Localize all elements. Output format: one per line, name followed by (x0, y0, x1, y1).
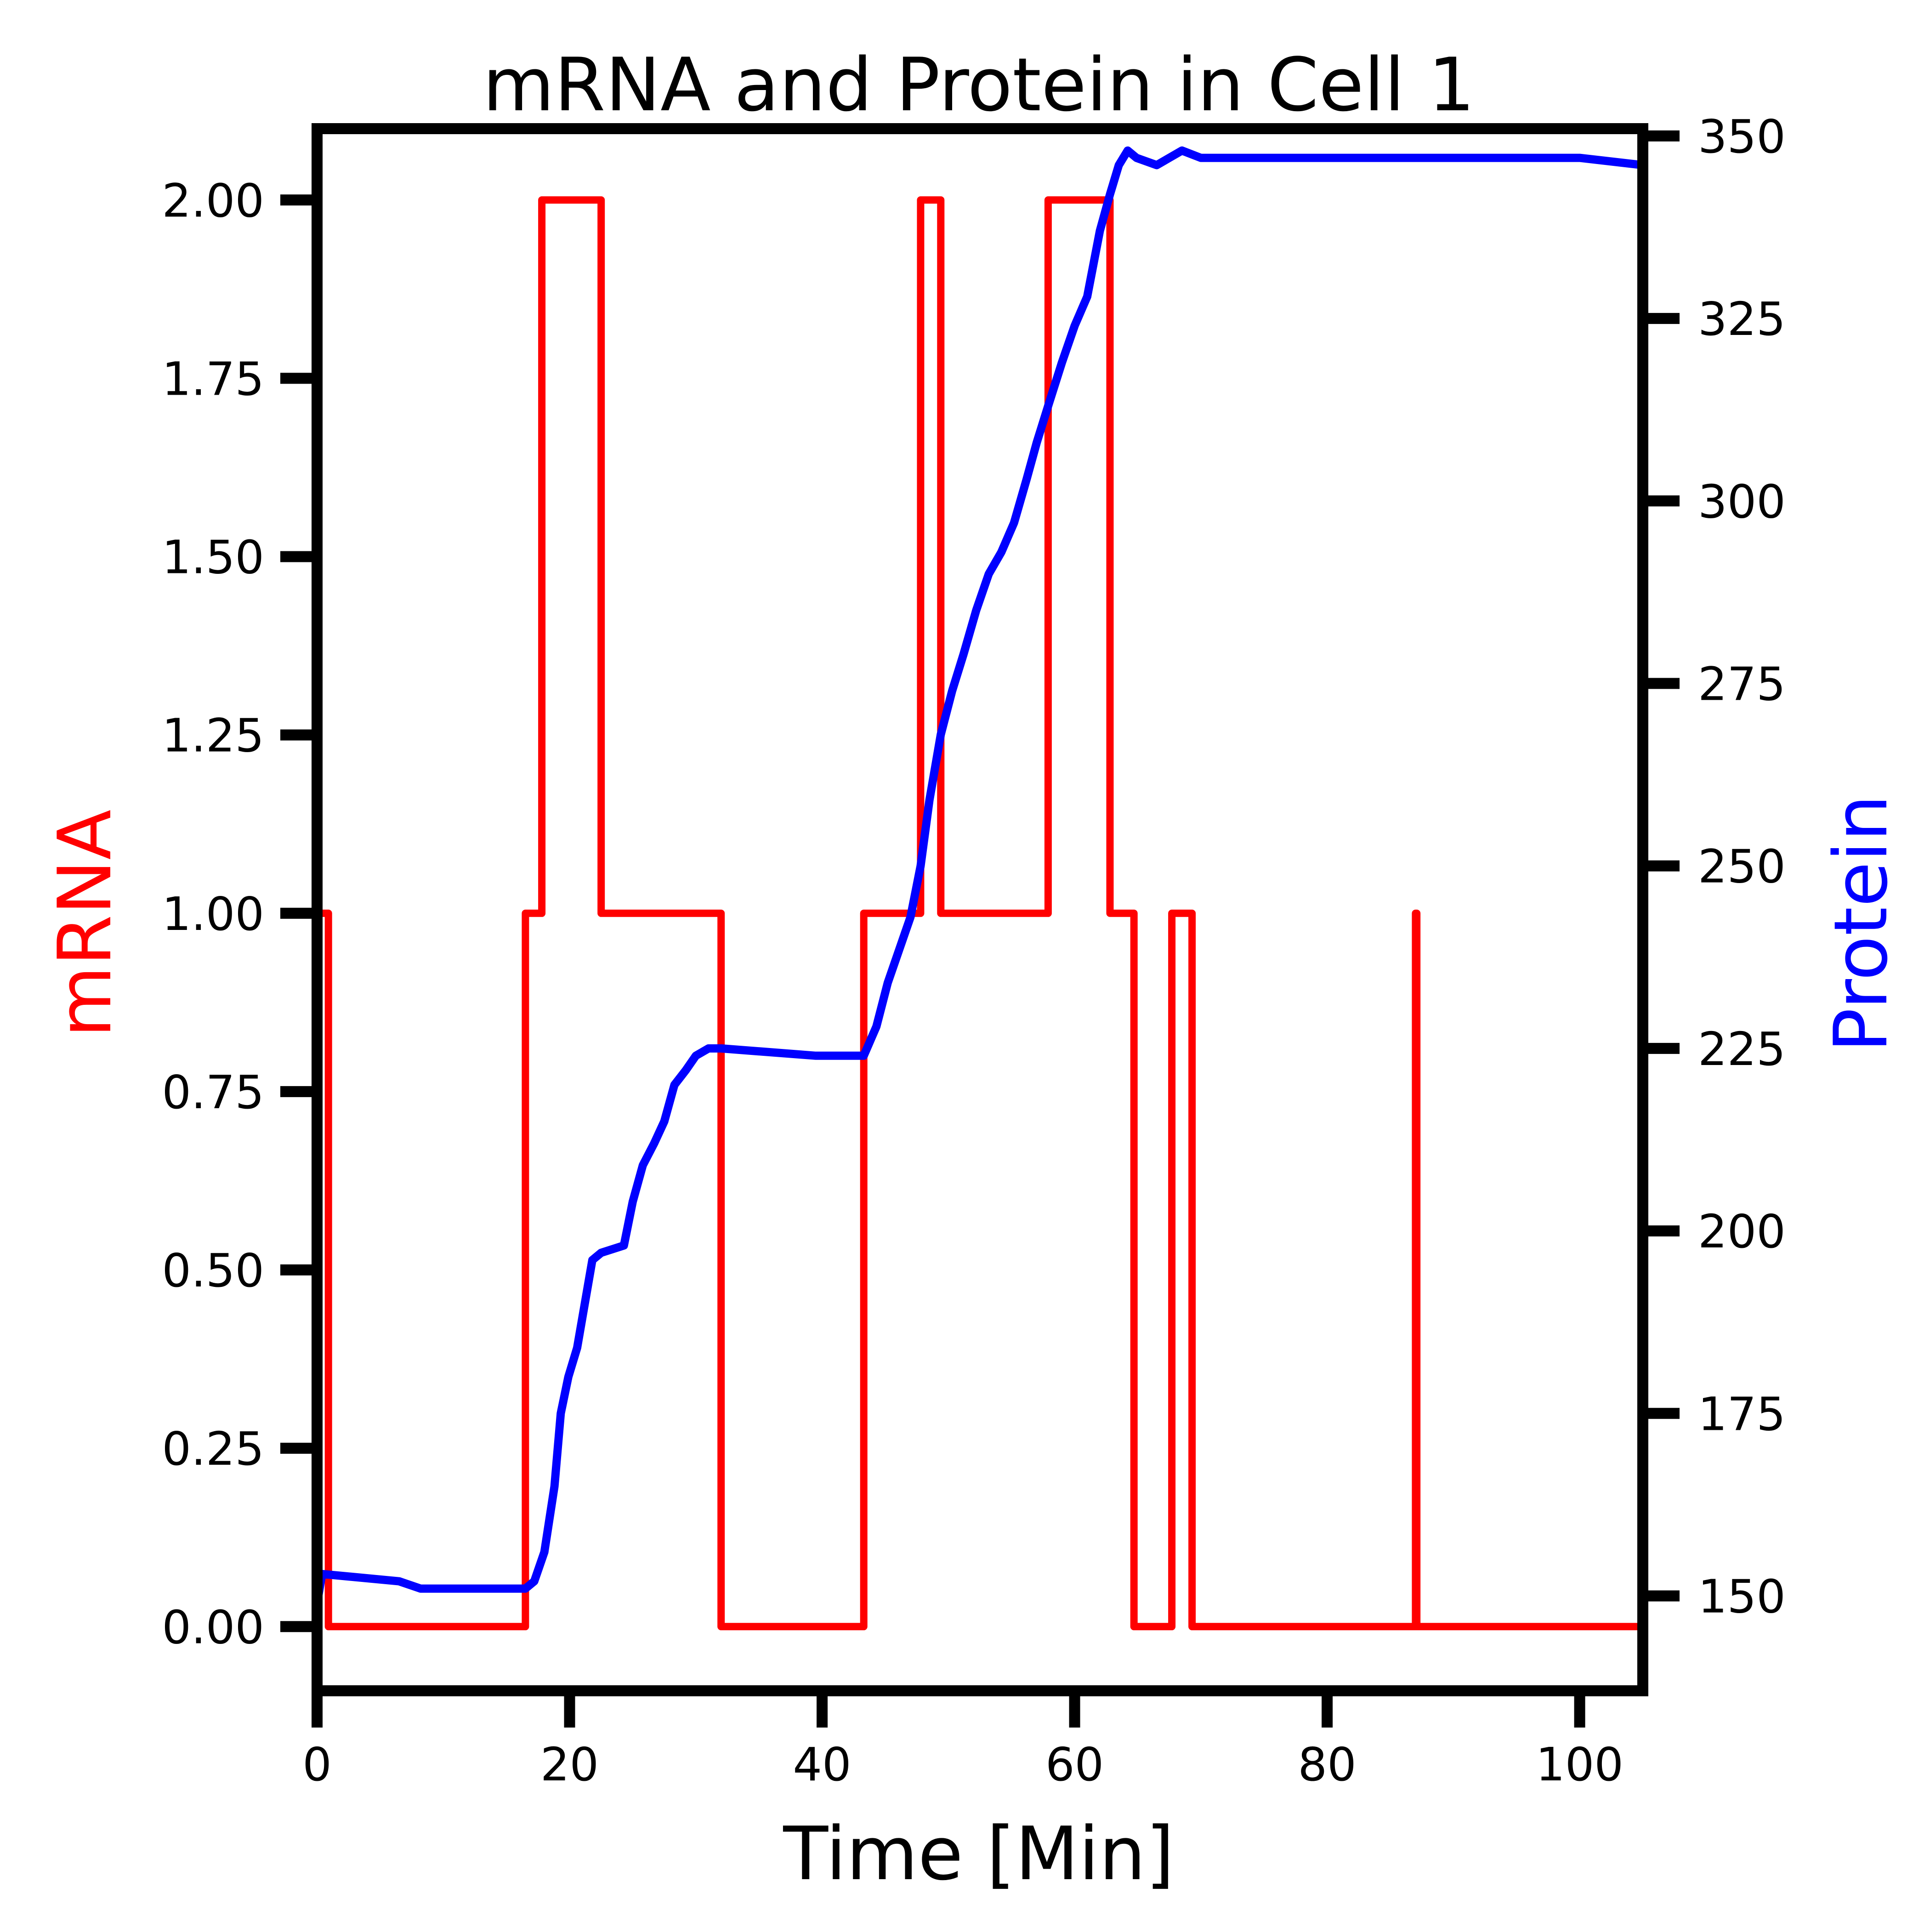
y-right-tick-label-225: 225 (1698, 1022, 1786, 1076)
y-left-tick-label-0-25: 0.25 (162, 1422, 264, 1476)
x-tick-label-80: 80 (1298, 1738, 1356, 1791)
x-tick-label-0: 0 (302, 1738, 332, 1791)
x-axis-title: Time [Min] (783, 1811, 1174, 1897)
y-right-tick-label-200: 200 (1698, 1205, 1786, 1258)
chart-marks: 0 20 40 60 80 100 0.00 0.25 0.50 0.75 1.00 1.25 1.50… (162, 110, 1786, 1791)
y-right-tick-label-250: 250 (1698, 840, 1786, 894)
y-left-tick-label-0-50: 0.50 (162, 1244, 264, 1297)
y-right-tick-label-175: 175 (1698, 1387, 1786, 1441)
y-left-tick-label-1-25: 1.25 (162, 709, 264, 763)
x-tick-label-60: 60 (1045, 1738, 1104, 1791)
y-right-tick-label-150: 150 (1698, 1569, 1786, 1623)
x-tick-label-100: 100 (1536, 1738, 1623, 1791)
y-right-tick-label-300: 300 (1698, 475, 1786, 528)
y-right-tick-label-350: 350 (1698, 110, 1786, 164)
y-left-tick-label-1-75: 1.75 (162, 352, 264, 406)
x-tick-label-40: 40 (793, 1738, 851, 1791)
chart-title: mRNA and Protein in Cell 1 (482, 42, 1475, 128)
series-line-protein (313, 146, 1647, 1608)
y-right-tick-label-275: 275 (1698, 657, 1786, 711)
y-left-tick-label-0-00: 0.00 (162, 1600, 264, 1654)
x-tick-label-20: 20 (540, 1738, 599, 1791)
y-left-tick-label-0-75: 0.75 (162, 1065, 264, 1119)
y-left-axis-title: mRNA (42, 810, 128, 1037)
y-left-tick-label-1-00: 1.00 (162, 887, 264, 941)
y-left-tick-label-1-50: 1.50 (162, 531, 264, 584)
y-left-tick-label-2-00: 2.00 (162, 174, 264, 227)
y-right-axis-title: Protein (1818, 795, 1904, 1053)
series-line-mrna (313, 196, 1646, 1631)
y-right-tick-label-325: 325 (1698, 292, 1786, 346)
